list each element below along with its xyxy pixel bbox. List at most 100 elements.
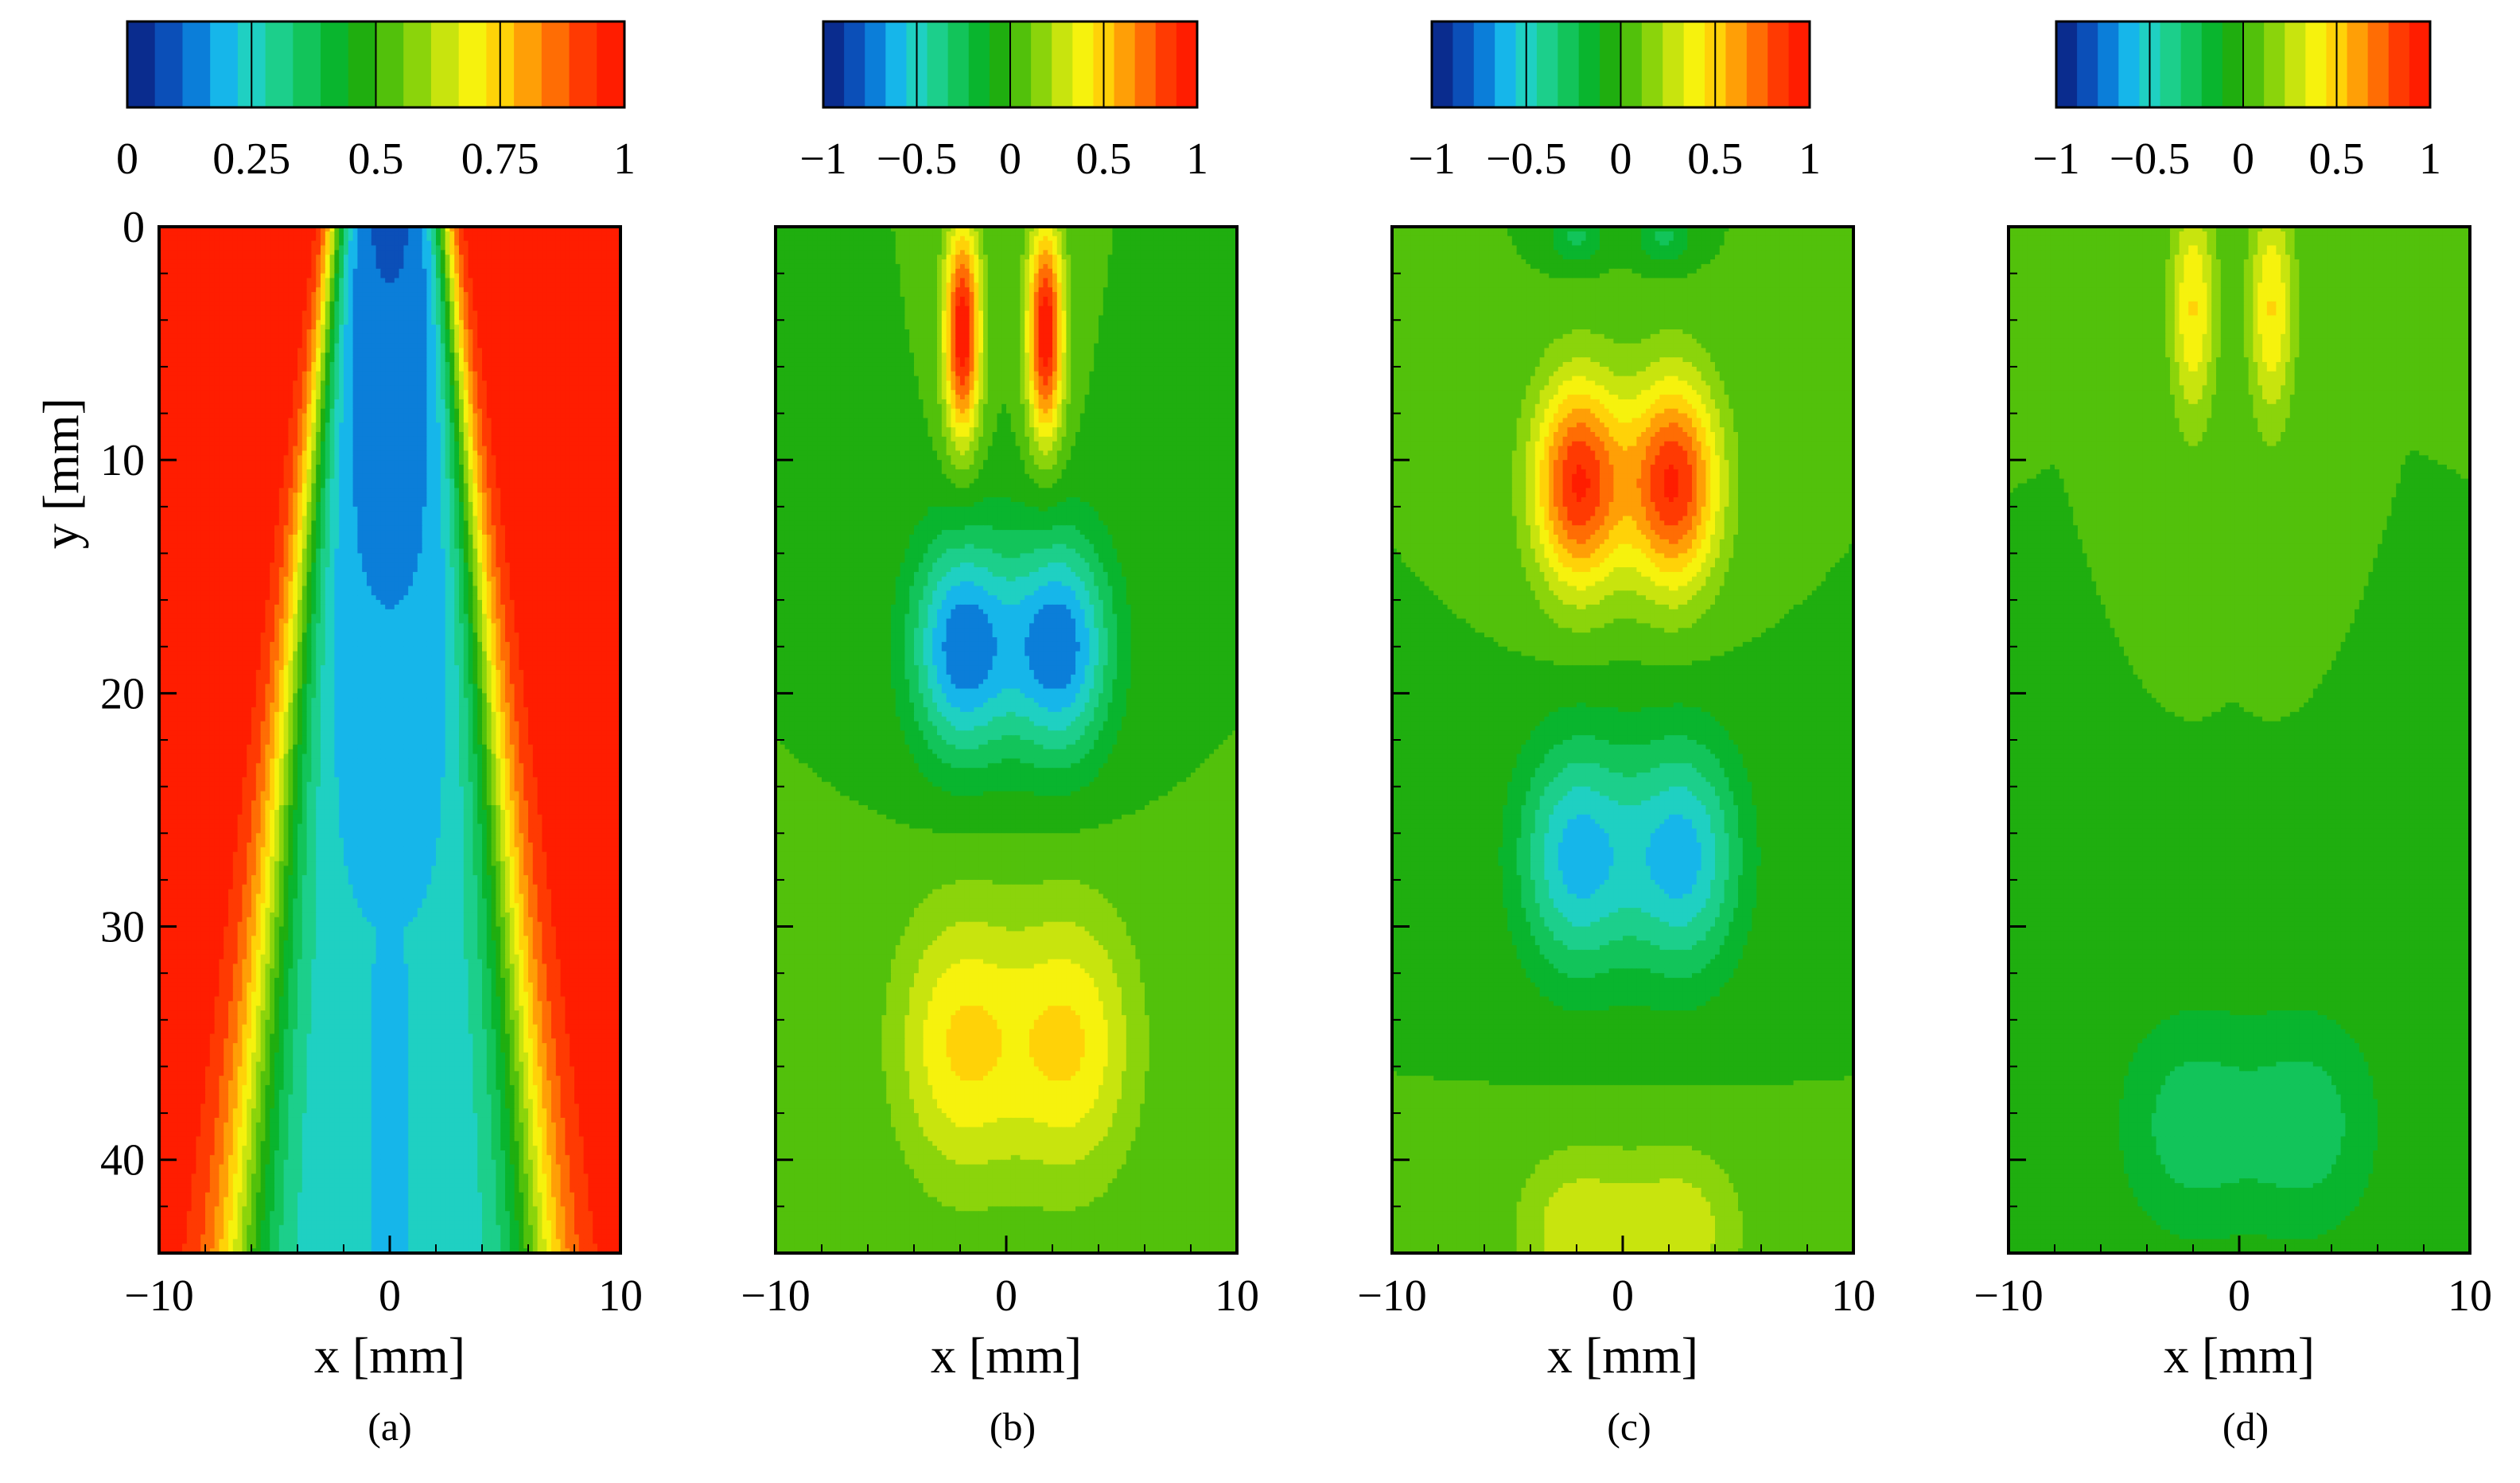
field-cell	[519, 348, 523, 352]
field-cell	[302, 418, 307, 422]
field-cell	[348, 344, 353, 348]
field-cell	[311, 297, 316, 302]
field-cell	[348, 259, 353, 264]
field-cell	[528, 427, 533, 432]
field-cell	[242, 348, 247, 352]
field-cell	[224, 372, 228, 376]
field-cell	[274, 450, 279, 455]
field-cell	[584, 315, 589, 320]
field-cell	[515, 376, 519, 381]
field-cell	[233, 367, 238, 372]
field-cell	[284, 334, 289, 339]
field-cell	[538, 315, 542, 320]
field-cell	[390, 339, 395, 344]
field-cell	[182, 334, 187, 339]
field-cell	[187, 287, 192, 292]
field-cell	[311, 432, 316, 437]
field-cell	[395, 427, 399, 432]
field-cell	[519, 250, 523, 255]
field-cell	[196, 385, 200, 390]
field-cell	[256, 455, 261, 460]
field-cell	[385, 250, 390, 255]
field-cell	[487, 427, 492, 432]
field-cell	[385, 404, 390, 409]
field-cell	[242, 282, 247, 287]
field-cell	[431, 315, 436, 320]
field-cell	[187, 367, 192, 372]
field-cell	[228, 250, 233, 255]
field-cell	[219, 302, 224, 306]
field-cell	[205, 367, 210, 372]
field-cell	[298, 372, 302, 376]
field-cell	[187, 390, 192, 395]
field-cell	[367, 427, 371, 432]
field-cell	[482, 348, 487, 352]
field-cell	[385, 269, 390, 274]
field-cell	[408, 306, 413, 311]
field-cell	[472, 259, 477, 264]
field-cell	[182, 409, 187, 414]
field-cell	[551, 455, 556, 460]
field-cell	[238, 367, 243, 372]
field-cell	[261, 302, 266, 306]
field-cell	[357, 245, 362, 250]
field-cell	[357, 409, 362, 414]
field-cell	[602, 372, 607, 376]
field-cell	[408, 357, 413, 362]
field-cell	[284, 287, 289, 292]
field-cell	[565, 255, 570, 259]
field-cell	[546, 352, 551, 357]
field-cell	[325, 315, 330, 320]
field-cell	[219, 315, 224, 320]
field-cell	[454, 241, 459, 246]
field-cell	[233, 414, 238, 418]
field-cell	[441, 381, 445, 386]
field-cell	[238, 437, 243, 442]
field-cell	[607, 432, 612, 437]
field-cell	[265, 259, 270, 264]
field-cell	[556, 311, 561, 316]
field-cell	[454, 329, 459, 334]
field-cell	[556, 302, 561, 306]
field-cell	[556, 241, 561, 246]
field-cell	[210, 348, 215, 352]
field-cell	[307, 418, 312, 422]
field-cell	[353, 274, 358, 278]
field-cell	[321, 339, 325, 344]
field-cell	[607, 418, 612, 422]
field-cell	[293, 418, 298, 422]
field-cell	[482, 455, 487, 460]
field-cell	[496, 385, 500, 390]
field-cell	[205, 409, 210, 414]
field-cell	[325, 344, 330, 348]
field-cell	[325, 282, 330, 287]
field-cell	[210, 442, 215, 446]
field-cell	[570, 315, 574, 320]
field-cell	[330, 455, 335, 460]
field-cell	[418, 385, 422, 390]
field-cell	[238, 385, 243, 390]
field-cell	[482, 306, 487, 311]
field-cell	[353, 357, 358, 362]
field-cell	[408, 339, 413, 344]
field-cell	[431, 278, 436, 283]
field-cell	[316, 395, 321, 399]
field-cell	[321, 334, 325, 339]
field-cell	[574, 376, 579, 381]
field-cell	[311, 437, 316, 442]
field-cell	[441, 292, 445, 297]
field-cell	[459, 278, 464, 283]
field-cell	[533, 297, 538, 302]
field-cell	[210, 334, 215, 339]
field-cell	[515, 329, 519, 334]
field-cell	[177, 372, 182, 376]
field-cell	[316, 432, 321, 437]
field-cell	[357, 390, 362, 395]
field-cell	[279, 446, 284, 451]
field-cell	[395, 348, 399, 352]
field-cell	[302, 381, 307, 386]
field-cell	[528, 287, 533, 292]
field-cell	[215, 427, 220, 432]
field-cell	[344, 344, 348, 348]
field-cell	[445, 329, 450, 334]
